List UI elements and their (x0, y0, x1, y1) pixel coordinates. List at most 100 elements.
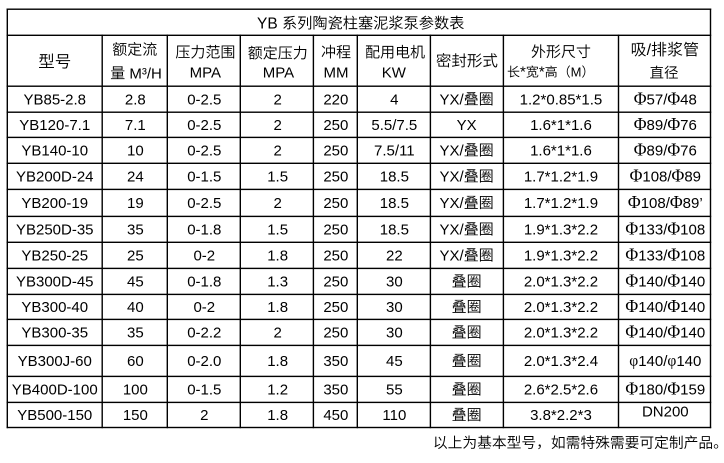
svg-text:0-1.5: 0-1.5 (187, 382, 221, 399)
svg-text:0-2.5: 0-2.5 (187, 142, 221, 159)
svg-text:YB200-19: YB200-19 (21, 195, 88, 212)
svg-text:Φ: Φ (628, 192, 641, 212)
svg-text:1.6*1*1.6: 1.6*1*1.6 (530, 142, 592, 159)
svg-text:0-1.8: 0-1.8 (187, 274, 221, 291)
svg-text:0-2.5: 0-2.5 (187, 91, 221, 108)
svg-text:Φ: Φ (625, 296, 638, 316)
svg-text:2.8: 2.8 (125, 91, 146, 108)
svg-text:YX/: YX/ (440, 91, 465, 108)
svg-text:1.7*1.2*1.9: 1.7*1.2*1.9 (524, 195, 598, 212)
svg-text:133/: 133/ (638, 221, 668, 238)
svg-text:140/: 140/ (638, 353, 668, 370)
svg-text:φ: φ (629, 353, 638, 370)
svg-text:YB: YB (257, 15, 278, 32)
svg-text:450: 450 (323, 407, 348, 424)
svg-text:2.0*1.3*2.2: 2.0*1.3*2.2 (524, 299, 598, 316)
svg-text:Φ: Φ (667, 296, 680, 316)
svg-text:YB400D-100: YB400D-100 (12, 382, 98, 399)
svg-text:35: 35 (127, 221, 144, 238)
svg-text:Φ: Φ (672, 165, 685, 185)
svg-text:0-2.0: 0-2.0 (187, 353, 221, 370)
svg-text:Φ: Φ (625, 322, 638, 342)
svg-text:5.5/7.5: 5.5/7.5 (371, 117, 417, 134)
svg-text:YX: YX (457, 117, 477, 134)
svg-text:YX/: YX/ (440, 247, 465, 264)
svg-text:89/: 89/ (647, 142, 669, 159)
svg-text:/H: /H (147, 65, 162, 82)
svg-text:0-1.5: 0-1.5 (187, 168, 221, 185)
svg-text:YX/: YX/ (440, 195, 465, 212)
svg-text:30: 30 (386, 274, 403, 291)
svg-text:350: 350 (323, 382, 348, 399)
svg-text:7.1: 7.1 (125, 117, 146, 134)
svg-text:35: 35 (127, 325, 144, 342)
svg-text:24: 24 (127, 168, 144, 185)
svg-text:220: 220 (323, 91, 348, 108)
svg-text:2: 2 (273, 91, 281, 108)
svg-text:140: 140 (680, 274, 705, 291)
svg-text:30: 30 (386, 299, 403, 316)
svg-text:1.9*1.3*2.2: 1.9*1.3*2.2 (524, 221, 598, 238)
svg-text:Φ: Φ (670, 192, 683, 212)
svg-text:Φ: Φ (630, 165, 643, 185)
svg-text:³: ³ (142, 65, 147, 82)
svg-text:76: 76 (680, 117, 697, 134)
svg-text:’: ’ (699, 195, 702, 212)
svg-text:55: 55 (386, 382, 403, 399)
svg-text:250: 250 (323, 195, 348, 212)
svg-text:YB300-35: YB300-35 (21, 325, 88, 342)
svg-text:2: 2 (273, 195, 281, 212)
svg-text:108: 108 (680, 247, 705, 264)
svg-text:0-2.5: 0-2.5 (187, 195, 221, 212)
svg-text:Φ: Φ (667, 379, 680, 399)
svg-text:YB500-150: YB500-150 (17, 407, 92, 424)
svg-text:1.3: 1.3 (267, 274, 288, 291)
svg-text:1.2*0.85*1.5: 1.2*0.85*1.5 (520, 91, 603, 108)
svg-text:1.5: 1.5 (267, 168, 288, 185)
svg-text:2: 2 (273, 142, 281, 159)
svg-text:159: 159 (680, 382, 705, 399)
svg-text:4: 4 (390, 91, 398, 108)
svg-text:MM: MM (324, 64, 349, 81)
svg-text:1.2: 1.2 (267, 382, 288, 399)
svg-text:108/: 108/ (642, 168, 672, 185)
svg-text:Φ: Φ (634, 139, 647, 159)
svg-text:2.0*1.3*2.4: 2.0*1.3*2.4 (524, 353, 598, 370)
svg-text:1.8: 1.8 (267, 299, 288, 316)
svg-text:1.9*1.3*2.2: 1.9*1.3*2.2 (524, 247, 598, 264)
svg-text:2.0*1.3*2.2: 2.0*1.3*2.2 (524, 274, 598, 291)
svg-text:YB250D-35: YB250D-35 (16, 221, 94, 238)
svg-text:2.0*1.3*2.2: 2.0*1.3*2.2 (524, 325, 598, 342)
svg-text:100: 100 (123, 382, 148, 399)
svg-text:1.8: 1.8 (267, 247, 288, 264)
svg-text:2: 2 (273, 117, 281, 134)
svg-text:10: 10 (127, 142, 144, 159)
svg-text:140/: 140/ (638, 274, 668, 291)
svg-text:250: 250 (323, 274, 348, 291)
svg-text:M: M (571, 65, 582, 80)
svg-text:Φ: Φ (667, 218, 680, 238)
svg-text:YX/: YX/ (440, 142, 465, 159)
svg-text:Φ: Φ (625, 244, 638, 264)
svg-text:89: 89 (684, 168, 701, 185)
svg-text:Φ: Φ (667, 322, 680, 342)
svg-text:0-2: 0-2 (193, 247, 215, 264)
svg-text:Φ: Φ (634, 114, 647, 134)
svg-text:Φ: Φ (667, 139, 680, 159)
svg-text:0-2.5: 0-2.5 (187, 117, 221, 134)
svg-text:Φ: Φ (625, 271, 638, 291)
svg-text:140: 140 (680, 325, 705, 342)
svg-text:48: 48 (680, 91, 697, 108)
svg-text:140/: 140/ (638, 299, 668, 316)
svg-text:1.8: 1.8 (267, 353, 288, 370)
svg-text:*: * (520, 64, 526, 81)
svg-text:/: / (647, 42, 652, 59)
svg-text:0-2.2: 0-2.2 (187, 325, 221, 342)
svg-text:57/: 57/ (647, 91, 669, 108)
svg-text:89: 89 (683, 195, 700, 212)
svg-text:0-2: 0-2 (193, 299, 215, 316)
svg-text:Φ: Φ (667, 244, 680, 264)
svg-text:60: 60 (127, 353, 144, 370)
svg-text:25: 25 (127, 247, 144, 264)
svg-text:YX/: YX/ (440, 221, 465, 238)
